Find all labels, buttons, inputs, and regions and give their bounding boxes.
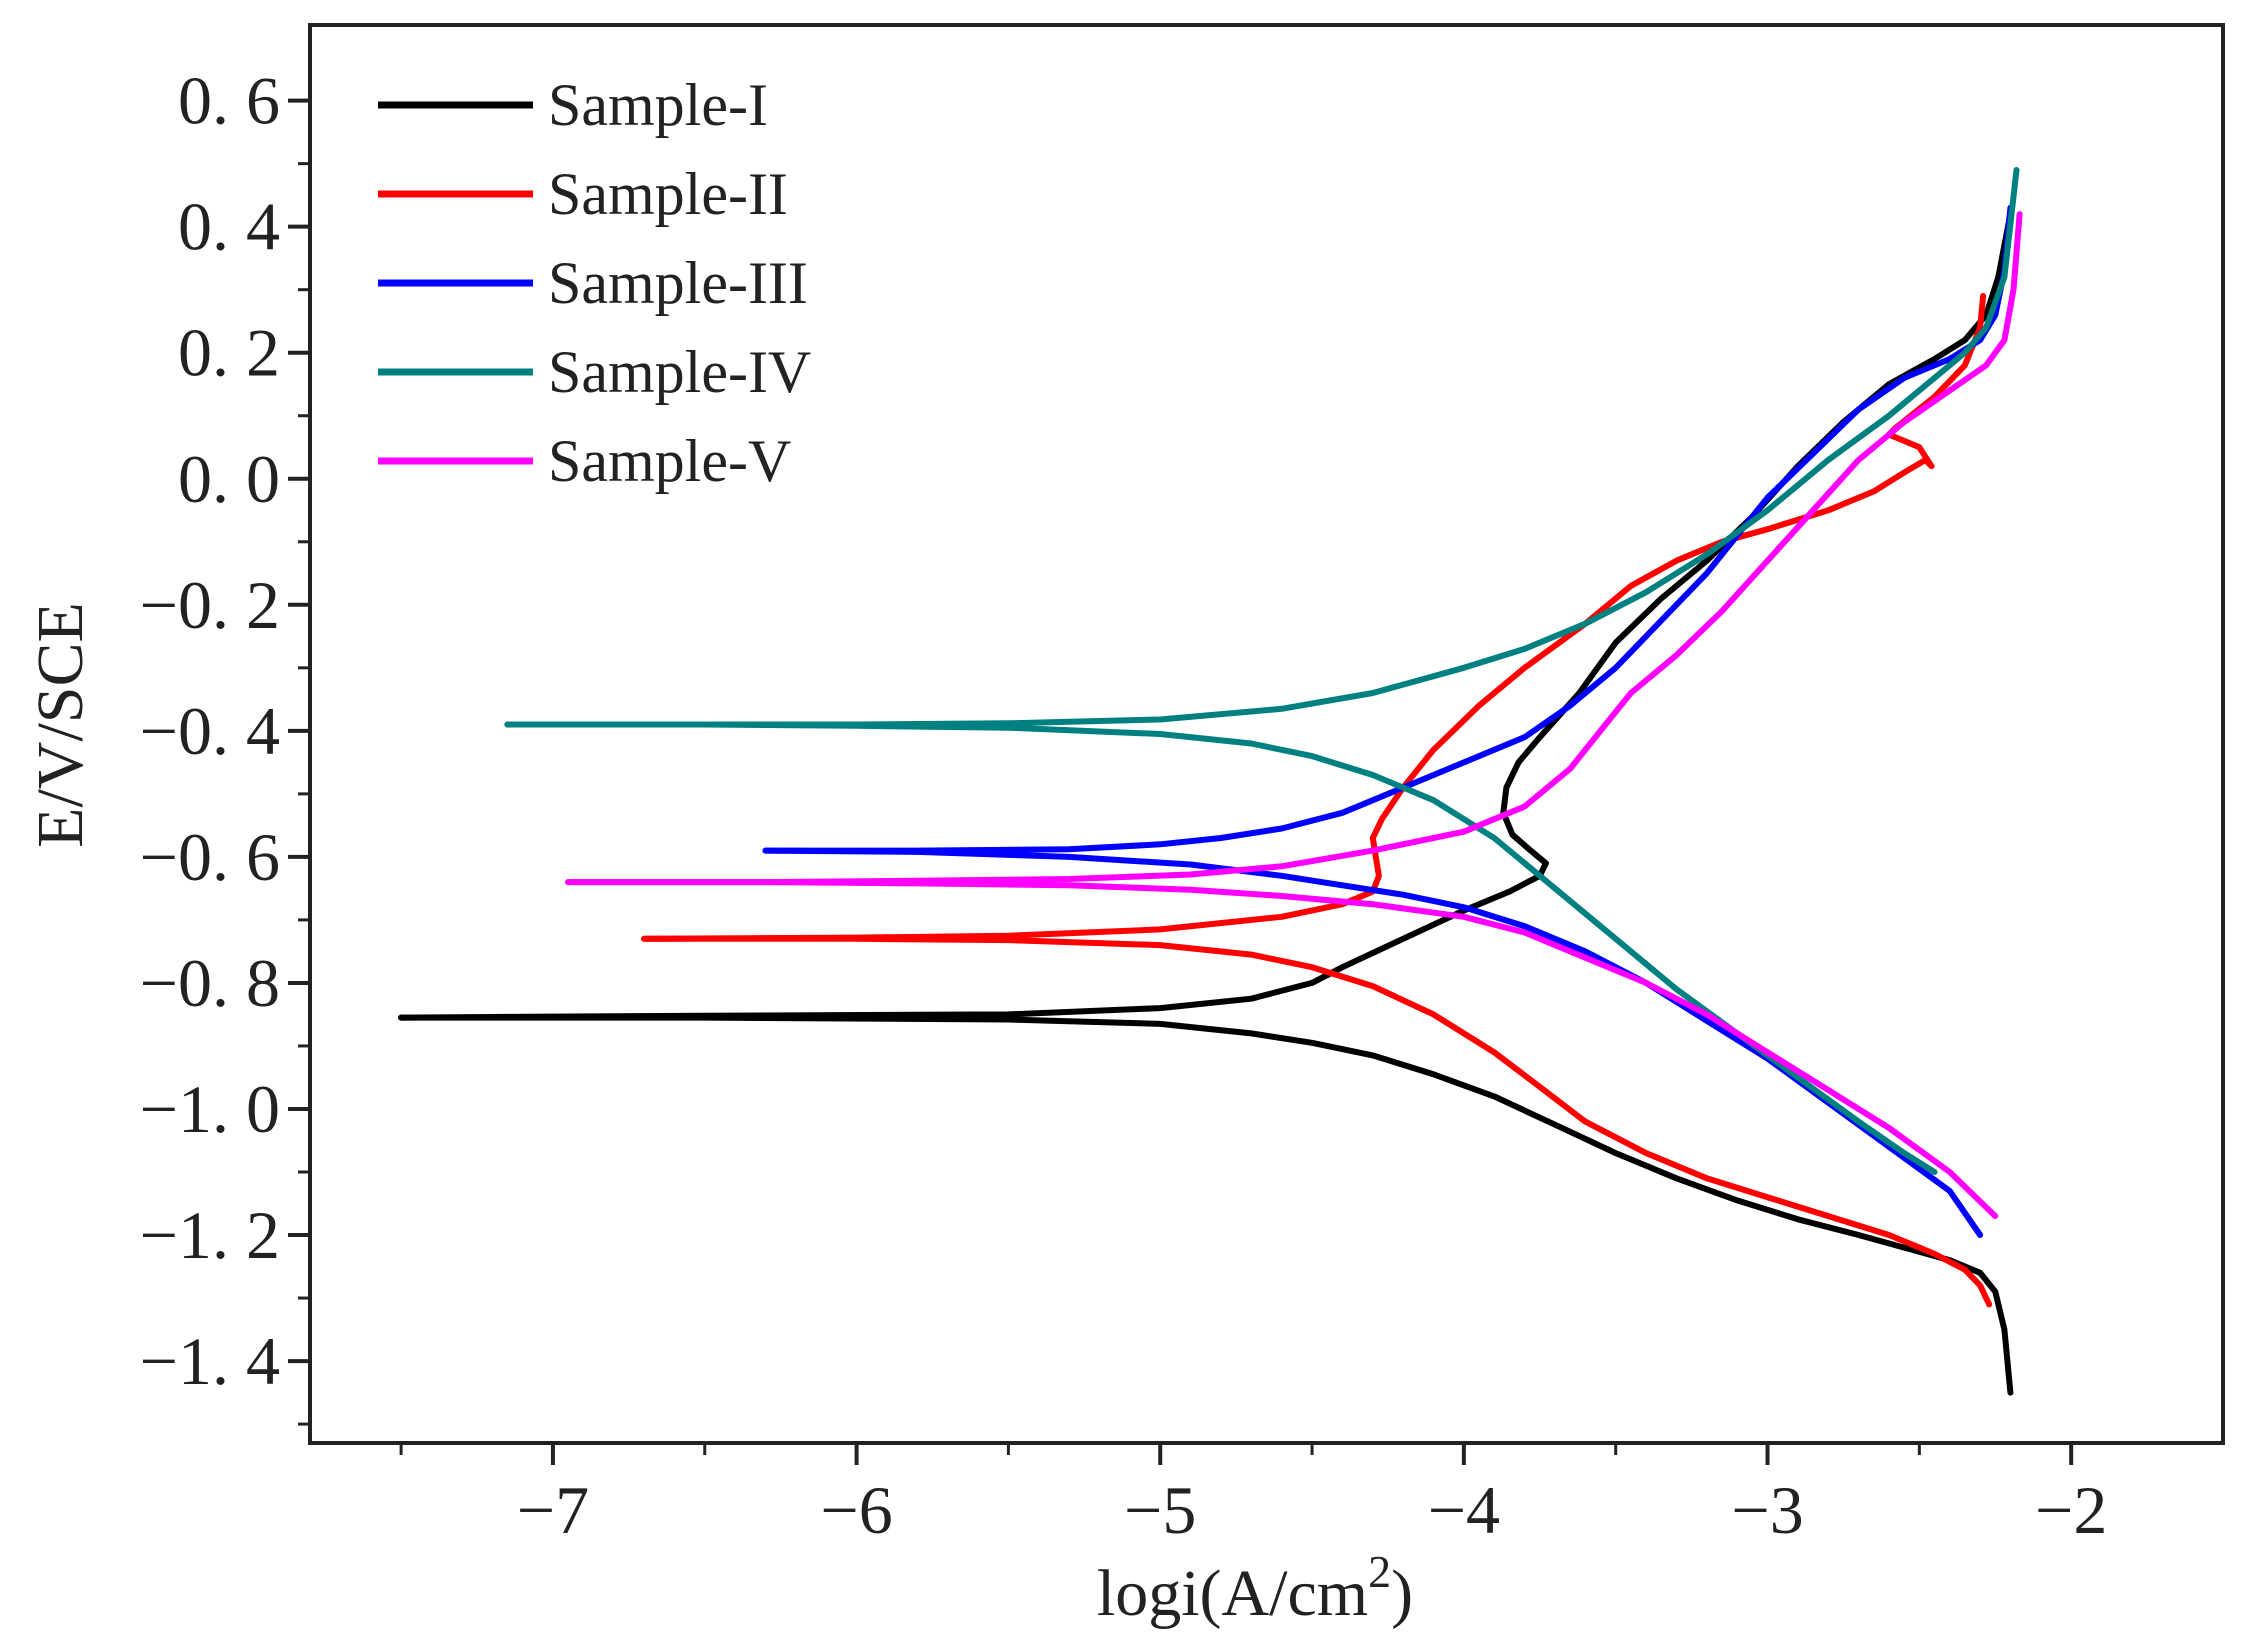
x-tick-label: −4 (1428, 1472, 1500, 1548)
y-tick-label: −1. 2 (140, 1197, 280, 1273)
y-tick-label: 0. 2 (178, 315, 280, 391)
legend-label: Sample-V (548, 428, 791, 494)
y-tick-label: −1. 0 (140, 1071, 280, 1147)
x-axis-title: logi(A/cm2) (1097, 1546, 1413, 1630)
series-line-sample-i (398, 1014, 2014, 1396)
series-line-sample-ii (641, 293, 1987, 942)
y-tick-label: 0. 0 (178, 441, 280, 517)
series-line-sample-i (398, 211, 2014, 1021)
series-line-sample-v (565, 211, 2023, 886)
series-line-sample-iv (504, 167, 2020, 728)
y-tick-label: −1. 4 (140, 1323, 280, 1399)
legend-label: Sample-III (548, 250, 808, 316)
series-line-sample-iii (762, 204, 2014, 854)
series-line-sample-iii (762, 847, 1984, 1238)
y-tick-labels: 0. 6 0. 4 0. 2 0. 0 −0. 2 −0. 4 −0. 6 −0. 8 −1. … (140, 63, 280, 1399)
legend-label: Sample-II (548, 161, 788, 227)
y-tick-label: 0. 4 (178, 189, 280, 265)
series-line-sample-ii (641, 935, 1993, 1308)
y-tick-label: −0. 2 (140, 567, 280, 643)
x-tick-label: −2 (2035, 1472, 2107, 1548)
y-axis-title: E/V/SCE (24, 602, 97, 848)
x-tick-labels: −7 −6 −5 −4 −3 −2 (517, 1472, 2108, 1548)
x-tick-label: −7 (517, 1472, 589, 1548)
x-tick-label: −3 (1731, 1472, 1803, 1548)
legend-label: Sample-I (548, 72, 768, 138)
y-tick-label: −0. 6 (140, 819, 280, 895)
series-layer (398, 167, 2023, 1396)
y-tick-label: 0. 6 (178, 63, 280, 139)
x-tick-label: −5 (1124, 1472, 1196, 1548)
series-line-sample-iv (504, 721, 1938, 1175)
y-tick-label: −0. 4 (140, 693, 280, 769)
plot-frame (308, 23, 2225, 1445)
x-axis-title-superscript: 2 (1368, 1546, 1391, 1597)
y-tick-label: −0. 8 (140, 945, 280, 1021)
x-tick-label: −6 (820, 1472, 892, 1548)
legend: Sample-I Sample-II Sample-III Sample-IV Samp… (378, 72, 811, 494)
legend-label: Sample-IV (548, 339, 811, 405)
series-line-sample-v (565, 879, 1999, 1220)
